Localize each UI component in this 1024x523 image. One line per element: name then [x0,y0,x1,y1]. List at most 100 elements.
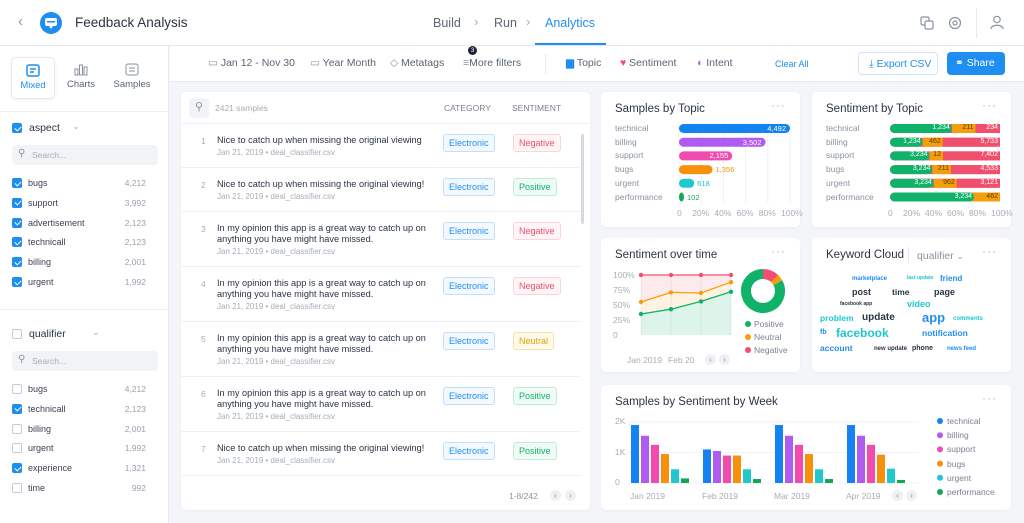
group-search-input[interactable]: ⚲ Search... [12,145,158,165]
qualifier-dropdown[interactable]: qualifier ⌄ [917,250,963,262]
prev-page-button[interactable]: ‹ [550,490,561,501]
prev-button[interactable]: ‹ [705,354,716,365]
category-tag[interactable]: Electronic [443,178,495,196]
sample-row[interactable]: 6 In my opinion this app is a great way t… [181,377,581,432]
filter-item[interactable]: bugs 4,212 [0,178,168,196]
share-button[interactable]: ⚭ Share [947,52,1005,75]
clear-all-link[interactable]: Clear All [775,59,809,69]
filter-item[interactable]: billing 2,001 [0,423,168,442]
category-tag[interactable]: Electronic [443,387,495,405]
filter-item[interactable]: experience 1,321 [0,463,168,481]
sentiment-tag[interactable]: Negative [513,222,561,240]
back-chevron-icon[interactable]: ‹ [18,13,23,30]
more-options-icon[interactable]: ··· [771,244,786,258]
next-page-button[interactable]: › [565,490,576,501]
view-tab-charts[interactable]: Charts [59,57,103,99]
sentiment-toggle[interactable]: ♥ Sentiment [620,57,676,69]
more-filters-button[interactable]: ≡More filters [463,57,521,69]
filter-checkbox[interactable] [12,483,22,493]
group-checkbox[interactable] [12,329,22,339]
nav-run[interactable]: Run [494,16,517,30]
keyword[interactable]: comments [953,316,984,322]
keyword[interactable]: facebook [836,326,889,340]
sentiment-tag[interactable]: Positive [513,442,557,460]
keyword[interactable]: update [862,312,895,323]
nav-build[interactable]: Build [433,16,461,30]
filter-checkbox[interactable] [12,257,22,268]
keyword[interactable]: fb [820,329,827,336]
filter-item[interactable]: urgent 1,992 [0,443,168,461]
group-checkbox[interactable] [12,123,22,133]
category-tag[interactable]: Electronic [443,277,495,295]
copy-icon[interactable] [920,16,934,30]
filter-checkbox[interactable] [12,403,22,414]
keyword[interactable]: video [907,299,931,309]
filter-checkbox[interactable] [12,178,22,188]
more-options-icon[interactable]: ··· [771,98,786,112]
more-options-icon[interactable]: ··· [982,98,997,112]
filter-checkbox[interactable] [12,463,22,474]
sentiment-tag[interactable]: Negative [513,277,561,295]
keyword[interactable]: news feed [947,346,977,352]
keyword[interactable]: facebook app [840,301,873,307]
more-options-icon[interactable]: ··· [982,391,997,405]
sample-row[interactable]: 4 In my opinion this app is a great way t… [181,267,581,322]
keyword[interactable]: phone [912,345,933,352]
category-tag[interactable]: Electronic [443,332,495,350]
sentiment-tag[interactable]: Positive [513,178,557,196]
filter-item[interactable]: technicall 2,123 [0,403,168,422]
keyword[interactable]: marketplace [852,276,888,282]
column-header-category[interactable]: CATEGORY [444,103,491,113]
next-button[interactable]: › [906,490,917,501]
view-tab-samples[interactable]: Samples [108,57,156,99]
filter-checkbox[interactable] [12,384,22,394]
topic-toggle[interactable]: ▆ Topic [566,57,601,69]
filter-checkbox[interactable] [12,443,22,454]
filter-item[interactable]: bugs 4,212 [0,384,168,402]
column-header-sentiment[interactable]: SENTIMENT [512,103,562,113]
prev-button[interactable]: ‹ [892,490,903,501]
next-button[interactable]: › [719,354,730,365]
keyword[interactable]: account [820,343,853,353]
filter-item[interactable]: urgent 1,992 [0,277,168,295]
search-icon[interactable]: ⚲ [189,98,209,118]
sample-row[interactable]: 7 Nice to catch up when missing the origi… [181,432,581,476]
intent-toggle[interactable]: ◐ Intent [697,57,733,69]
filter-checkbox[interactable] [12,237,22,248]
user-icon[interactable] [990,15,1004,30]
view-tab-mixed[interactable]: Mixed [11,57,55,99]
filter-item[interactable]: billing 2,001 [0,257,168,275]
keyword[interactable]: new update [874,346,908,352]
gear-icon[interactable] [948,16,962,30]
filter-item[interactable]: support 3,992 [0,197,168,216]
category-tag[interactable]: Electronic [443,222,495,240]
sample-row[interactable]: 5 In my opinion this app is a great way t… [181,322,581,377]
keyword[interactable]: notification [922,328,968,338]
scrollbar[interactable] [581,134,584,224]
sentiment-tag[interactable]: Positive [513,387,557,405]
more-options-icon[interactable]: ··· [982,244,997,258]
nav-analytics[interactable]: Analytics [545,16,596,30]
filter-item[interactable]: technicall 2,123 [0,237,168,255]
filter-checkbox[interactable] [12,197,22,208]
sentiment-tag[interactable]: Neutral [513,332,555,350]
category-tag[interactable]: Electronic [443,134,495,152]
filter-group-aspect[interactable]: aspect ⌄ [0,121,168,137]
filter-checkbox[interactable] [12,277,22,287]
metatags-filter[interactable]: ◇ Metatags [390,57,444,69]
sample-row[interactable]: 1 Nice to catch up when missing the origi… [181,124,581,168]
keyword[interactable]: last update [907,275,934,281]
keyword[interactable]: app [922,310,946,325]
filter-item[interactable]: advertisement 2,123 [0,217,168,236]
date-range-filter[interactable]: ▭ Jan 12 - Nov 30 [208,57,295,69]
keyword[interactable]: post [852,287,871,297]
keyword[interactable]: problem [820,313,854,323]
sample-row[interactable]: 3 In my opinion this app is a great way t… [181,212,581,267]
group-search-input[interactable]: ⚲ Search... [12,351,158,371]
filter-item[interactable]: time 992 [0,483,168,501]
category-tag[interactable]: Electronic [443,442,495,460]
keyword[interactable]: page [934,287,956,297]
filter-group-qualifier[interactable]: qualifier ⌄ [0,327,168,343]
export-csv-button[interactable]: ⤓ Export CSV [858,52,938,75]
keyword[interactable]: time [892,287,910,297]
